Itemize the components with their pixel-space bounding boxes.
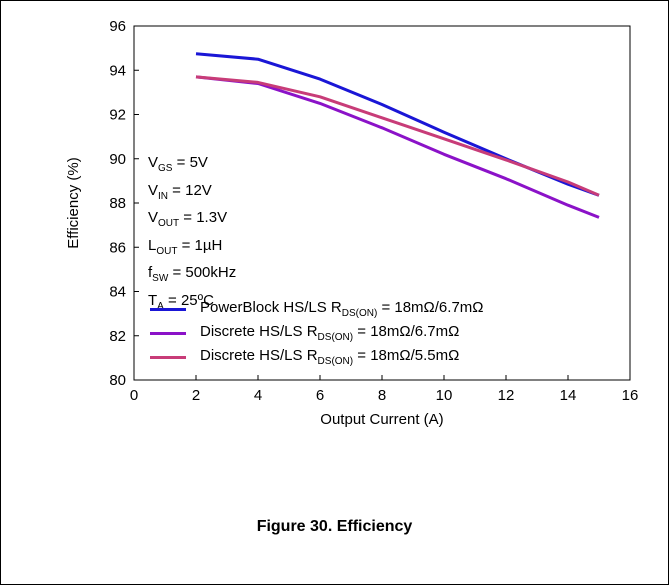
condition-symbol: V — [148, 154, 159, 171]
condition-value: = 12V — [168, 181, 212, 199]
legend: PowerBlock HS/LS RDS(ON) = 18mΩ/6.7mΩ Dis… — [150, 297, 484, 369]
condition-item: VOUT = 1.3V — [148, 207, 236, 235]
condition-item: VIN = 12V — [148, 180, 236, 208]
x-tick-label: 2 — [192, 387, 200, 404]
legend-label-subscript: DS(ON) — [317, 332, 354, 343]
series-line-1 — [195, 52, 600, 197]
condition-item: fSW = 500kHz — [148, 262, 236, 290]
condition-symbol: V — [148, 181, 159, 199]
y-tick-label: 88 — [109, 195, 126, 212]
x-tick-label: 12 — [498, 387, 515, 404]
legend-label-subscript: DS(ON) — [317, 356, 354, 367]
condition-symbol: V — [148, 209, 159, 226]
y-tick-label: 92 — [109, 107, 126, 124]
legend-label: Discrete HS/LS RDS(ON) = 18mΩ/6.7mΩ — [200, 323, 459, 343]
condition-item: LOUT = 1µH — [148, 235, 236, 263]
y-tick-label: 90 — [109, 151, 126, 168]
legend-swatch — [150, 331, 186, 335]
x-tick-label: 14 — [560, 387, 577, 404]
figure-caption: Figure 30. Efficiency — [256, 518, 413, 535]
legend-swatch — [150, 355, 186, 359]
operating-conditions: VGS = 5V VIN = 12V VOUT = 1.3V LOUT = 1µH fS… — [148, 152, 236, 317]
legend-entry: PowerBlock HS/LS RDS(ON) = 18mΩ/6.7mΩ — [150, 297, 484, 321]
legend-label-value: = 18mΩ/6.7mΩ — [377, 299, 484, 316]
y-tick-label: 84 — [109, 284, 126, 301]
y-tick-label: 82 — [109, 328, 126, 345]
legend-label-prefix: Discrete HS/LS R — [200, 323, 318, 340]
condition-item: VGS = 5V — [148, 152, 236, 180]
series-line-2 — [195, 75, 600, 219]
condition-subscript: GS — [158, 163, 173, 174]
condition-symbol: L — [148, 236, 157, 254]
condition-subscript: IN — [158, 190, 169, 202]
x-tick-label: 6 — [316, 387, 324, 404]
condition-subscript: SW — [152, 273, 169, 284]
y-tick-label: 86 — [109, 239, 126, 256]
condition-value: = 500kHz — [168, 264, 237, 281]
condition-value: = 1.3V — [179, 209, 228, 226]
legend-label: Discrete HS/LS RDS(ON) = 18mΩ/5.5mΩ — [200, 347, 459, 367]
x-tick-label: 0 — [130, 387, 138, 404]
x-tick-label: 8 — [378, 387, 386, 404]
condition-value: = 25ºC — [163, 291, 214, 309]
y-tick-label: 96 — [109, 18, 126, 35]
legend-label-value: = 18mΩ/6.7mΩ — [353, 323, 460, 340]
y-tick-label: 80 — [109, 372, 126, 389]
condition-subscript: A — [157, 300, 164, 312]
x-tick-label: 16 — [622, 387, 639, 404]
legend-entry: Discrete HS/LS RDS(ON) = 18mΩ/6.7mΩ — [150, 321, 484, 345]
y-tick-label: 94 — [109, 62, 126, 79]
x-tick-label: 4 — [254, 387, 262, 404]
legend-label-prefix: PowerBlock HS/LS R — [200, 299, 342, 316]
legend-label: PowerBlock HS/LS RDS(ON) = 18mΩ/6.7mΩ — [200, 299, 484, 319]
condition-item: TA = 25ºC — [148, 290, 236, 318]
condition-subscript: OUT — [158, 218, 180, 229]
x-axis-label: Output Current (A) — [320, 411, 443, 428]
legend-label-value: = 18mΩ/5.5mΩ — [353, 347, 460, 364]
legend-swatch — [150, 307, 186, 311]
y-axis-label: Efficiency (%) — [65, 157, 82, 248]
legend-label-subscript: DS(ON) — [341, 308, 378, 319]
legend-entry: Discrete HS/LS RDS(ON) = 18mΩ/5.5mΩ — [150, 345, 484, 369]
x-tick-label: 10 — [436, 387, 453, 404]
condition-subscript: OUT — [156, 245, 178, 257]
condition-value: = 5V — [172, 154, 208, 171]
series-line-3 — [195, 75, 600, 197]
condition-symbol: T — [148, 291, 158, 309]
condition-symbol: f — [148, 264, 153, 281]
legend-label-prefix: Discrete HS/LS R — [200, 347, 318, 364]
condition-value: = 1µH — [177, 236, 223, 254]
